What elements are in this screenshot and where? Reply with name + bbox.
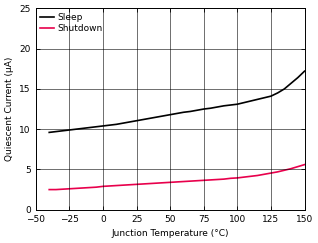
Shutdown <box>262 173 266 176</box>
Shutdown <box>215 178 219 181</box>
Sleep <box>303 70 307 73</box>
Sleep <box>229 104 232 106</box>
Shutdown <box>229 177 232 180</box>
Sleep <box>289 82 293 85</box>
Shutdown <box>155 182 159 185</box>
Sleep <box>276 91 280 94</box>
Shutdown <box>175 181 179 183</box>
Sleep <box>148 117 152 120</box>
Shutdown <box>142 182 145 185</box>
Shutdown <box>94 186 98 189</box>
Shutdown <box>148 182 152 185</box>
Sleep <box>54 130 58 133</box>
Sleep <box>162 114 165 117</box>
Shutdown <box>54 188 58 191</box>
Sleep <box>67 129 71 131</box>
Sleep <box>121 122 125 125</box>
Sleep <box>155 116 159 119</box>
Shutdown <box>242 176 246 179</box>
Shutdown <box>188 180 192 182</box>
Sleep <box>249 100 253 103</box>
Sleep <box>188 110 192 113</box>
Shutdown <box>202 179 206 182</box>
Sleep <box>128 121 132 123</box>
Line: Shutdown: Shutdown <box>49 165 305 190</box>
Sleep <box>209 107 212 110</box>
Sleep <box>296 76 300 79</box>
Shutdown <box>276 170 280 173</box>
Shutdown <box>303 163 307 166</box>
Y-axis label: Quiescent Current (µA): Quiescent Current (µA) <box>5 57 14 161</box>
Shutdown <box>135 183 138 186</box>
Sleep <box>195 109 199 112</box>
Sleep <box>262 96 266 99</box>
Sleep <box>235 103 239 106</box>
Shutdown <box>47 188 51 191</box>
Sleep <box>142 118 145 121</box>
Sleep <box>108 124 112 127</box>
Shutdown <box>249 175 253 178</box>
Shutdown <box>195 179 199 182</box>
Sleep <box>175 112 179 115</box>
Shutdown <box>88 186 92 189</box>
Sleep <box>47 131 51 134</box>
Shutdown <box>289 167 293 170</box>
Sleep <box>222 104 226 107</box>
Sleep <box>269 95 273 98</box>
Shutdown <box>61 188 65 191</box>
Shutdown <box>162 181 165 184</box>
Shutdown <box>168 181 172 184</box>
Shutdown <box>235 176 239 179</box>
Sleep <box>81 127 85 130</box>
Shutdown <box>114 184 118 187</box>
Sleep <box>74 128 78 131</box>
Sleep <box>182 111 185 114</box>
Sleep <box>242 101 246 104</box>
X-axis label: Junction Temperature (°C): Junction Temperature (°C) <box>111 229 229 238</box>
Shutdown <box>269 172 273 174</box>
Shutdown <box>256 174 259 177</box>
Sleep <box>215 105 219 108</box>
Shutdown <box>121 184 125 187</box>
Shutdown <box>209 178 212 181</box>
Legend: Sleep, Shutdown: Sleep, Shutdown <box>38 11 105 35</box>
Shutdown <box>67 187 71 190</box>
Shutdown <box>74 187 78 190</box>
Sleep <box>61 129 65 132</box>
Shutdown <box>108 184 112 187</box>
Shutdown <box>182 180 185 183</box>
Sleep <box>135 119 138 122</box>
Sleep <box>114 123 118 126</box>
Sleep <box>282 87 286 90</box>
Shutdown <box>296 165 300 168</box>
Shutdown <box>128 183 132 186</box>
Sleep <box>88 126 92 129</box>
Line: Sleep: Sleep <box>49 71 305 132</box>
Shutdown <box>101 185 105 188</box>
Sleep <box>256 98 259 101</box>
Sleep <box>94 125 98 128</box>
Sleep <box>202 108 206 111</box>
Shutdown <box>222 178 226 181</box>
Shutdown <box>81 187 85 190</box>
Shutdown <box>282 169 286 172</box>
Sleep <box>168 113 172 116</box>
Sleep <box>101 124 105 127</box>
